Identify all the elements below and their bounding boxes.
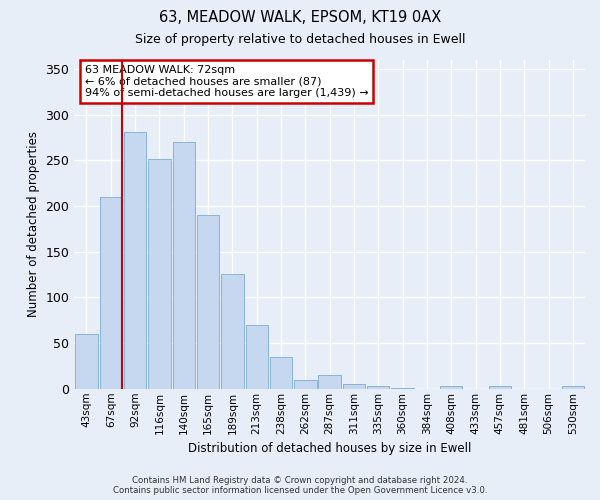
Text: Contains HM Land Registry data © Crown copyright and database right 2024.
Contai: Contains HM Land Registry data © Crown c… xyxy=(113,476,487,495)
Bar xyxy=(367,386,389,389)
Bar xyxy=(100,197,122,389)
Bar xyxy=(148,158,170,389)
Text: Size of property relative to detached houses in Ewell: Size of property relative to detached ho… xyxy=(135,32,465,46)
Bar xyxy=(221,274,244,389)
Bar xyxy=(270,357,292,389)
Bar xyxy=(245,325,268,389)
Bar xyxy=(391,388,414,389)
Bar xyxy=(173,142,195,389)
Text: 63, MEADOW WALK, EPSOM, KT19 0AX: 63, MEADOW WALK, EPSOM, KT19 0AX xyxy=(159,10,441,25)
Bar xyxy=(562,386,584,389)
Y-axis label: Number of detached properties: Number of detached properties xyxy=(27,132,40,318)
Bar xyxy=(440,386,463,389)
Text: 63 MEADOW WALK: 72sqm
← 6% of detached houses are smaller (87)
94% of semi-detac: 63 MEADOW WALK: 72sqm ← 6% of detached h… xyxy=(85,65,368,98)
Bar xyxy=(124,132,146,389)
Bar xyxy=(294,380,317,389)
Bar xyxy=(197,215,219,389)
Bar xyxy=(488,386,511,389)
X-axis label: Distribution of detached houses by size in Ewell: Distribution of detached houses by size … xyxy=(188,442,472,455)
Bar xyxy=(75,334,98,389)
Bar xyxy=(319,375,341,389)
Bar xyxy=(343,384,365,389)
